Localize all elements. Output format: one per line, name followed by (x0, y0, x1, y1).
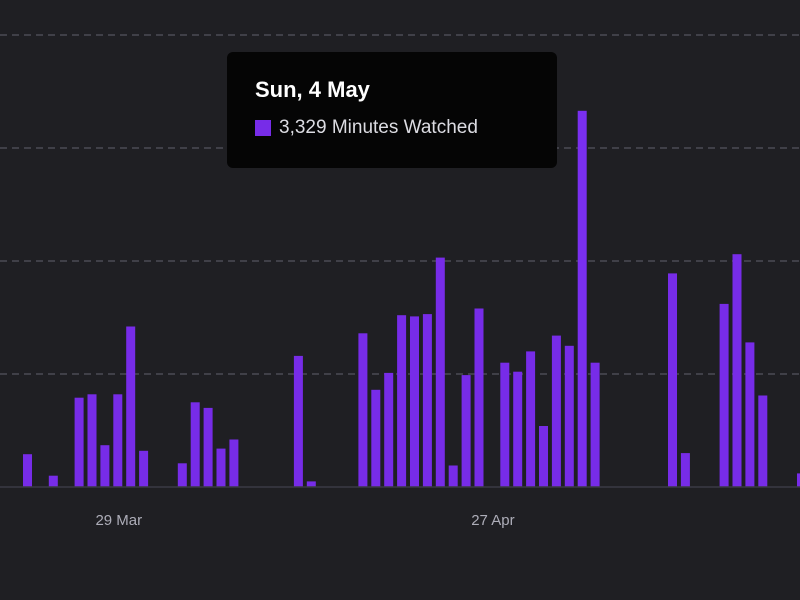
bar[interactable] (513, 371, 523, 487)
bar[interactable] (448, 465, 458, 488)
bar[interactable] (410, 316, 419, 487)
bar-highlighted[interactable] (577, 110, 587, 488)
bar[interactable] (435, 257, 445, 487)
bar[interactable] (48, 475, 58, 487)
bar[interactable] (177, 463, 187, 487)
chart-tooltip: Sun, 4 May 3,329 Minutes Watched (227, 52, 557, 168)
bar[interactable] (293, 355, 303, 487)
bar[interactable] (371, 389, 381, 487)
bar[interactable] (384, 372, 394, 487)
bar[interactable] (203, 407, 213, 487)
bar[interactable] (87, 394, 97, 487)
tooltip-date: Sun, 4 May (255, 77, 370, 102)
bar[interactable] (422, 314, 432, 487)
bar[interactable] (526, 351, 536, 487)
bar[interactable] (564, 345, 574, 488)
bar[interactable] (397, 315, 407, 487)
bar[interactable] (306, 481, 316, 488)
bar[interactable] (719, 303, 729, 487)
bars (23, 110, 800, 488)
bar[interactable] (758, 395, 768, 488)
x-tick-label: 29 Mar (95, 512, 143, 529)
bar[interactable] (113, 394, 123, 487)
bar[interactable] (474, 308, 484, 488)
bar[interactable] (539, 426, 548, 487)
bar[interactable] (680, 453, 690, 487)
bar[interactable] (126, 326, 136, 488)
series-color-swatch (255, 120, 271, 136)
bar[interactable] (190, 402, 200, 488)
bar[interactable] (461, 375, 471, 487)
bar[interactable] (358, 333, 368, 487)
x-tick-label: 27 Apr (471, 512, 515, 529)
bar[interactable] (797, 473, 800, 487)
bar[interactable] (500, 362, 510, 487)
bar[interactable] (668, 273, 677, 487)
bar[interactable] (590, 362, 600, 487)
bar[interactable] (216, 448, 226, 487)
bar[interactable] (139, 450, 149, 487)
tooltip-value: 3,329 Minutes Watched (279, 117, 478, 138)
bar[interactable] (551, 335, 561, 487)
bar[interactable] (229, 439, 239, 488)
bar[interactable] (100, 445, 110, 487)
bar[interactable] (745, 342, 755, 487)
bar[interactable] (732, 254, 742, 487)
bar[interactable] (74, 397, 84, 487)
tooltip-value-row: 3,329 Minutes Watched (255, 116, 529, 140)
bar[interactable] (23, 454, 32, 487)
